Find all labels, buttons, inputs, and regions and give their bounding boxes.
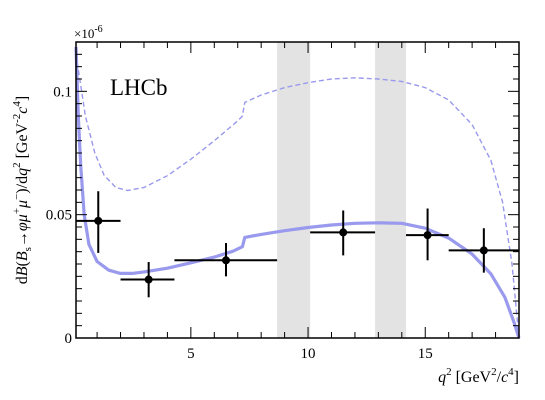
data-point-3 bbox=[174, 243, 278, 277]
data-points bbox=[76, 191, 519, 298]
y-tick-label-zero: 0 bbox=[65, 331, 73, 347]
prediction-dashed-line bbox=[75, 54, 520, 339]
excluded-band-2 bbox=[375, 42, 407, 338]
data-point-5 bbox=[406, 208, 449, 261]
point-marker bbox=[94, 216, 103, 225]
x-axis-label: q2 [GeV2/c4] bbox=[438, 366, 519, 386]
excluded-band-1 bbox=[277, 42, 311, 338]
y-tick-label: 0.05 bbox=[46, 208, 72, 224]
y-tick-label: 0.1 bbox=[53, 84, 72, 100]
data-point-1 bbox=[76, 191, 121, 253]
lhcb-label: LHCb bbox=[110, 75, 168, 100]
point-marker bbox=[339, 228, 348, 237]
x-tick-label: 15 bbox=[418, 346, 433, 362]
prediction-curves bbox=[74, 46, 521, 339]
point-marker bbox=[479, 246, 488, 255]
x-tick-label: 10 bbox=[301, 346, 316, 362]
prediction-solid-line bbox=[74, 46, 521, 339]
excluded-bands bbox=[277, 42, 407, 338]
data-point-4 bbox=[310, 210, 376, 256]
point-marker bbox=[222, 256, 231, 265]
data-point-2 bbox=[120, 262, 175, 298]
x-tick-label: 5 bbox=[187, 346, 195, 362]
axis-ticks: 5 10 15 0.05 0.1 0 bbox=[46, 42, 520, 362]
y-axis-label: dB(Bs→φμ+μ−)/dq2 [GeV-2c4] bbox=[11, 96, 34, 284]
y-exponent-label: ×10-6 bbox=[74, 24, 103, 41]
point-marker bbox=[144, 275, 153, 284]
data-point-6 bbox=[448, 228, 519, 273]
point-marker bbox=[423, 231, 432, 240]
